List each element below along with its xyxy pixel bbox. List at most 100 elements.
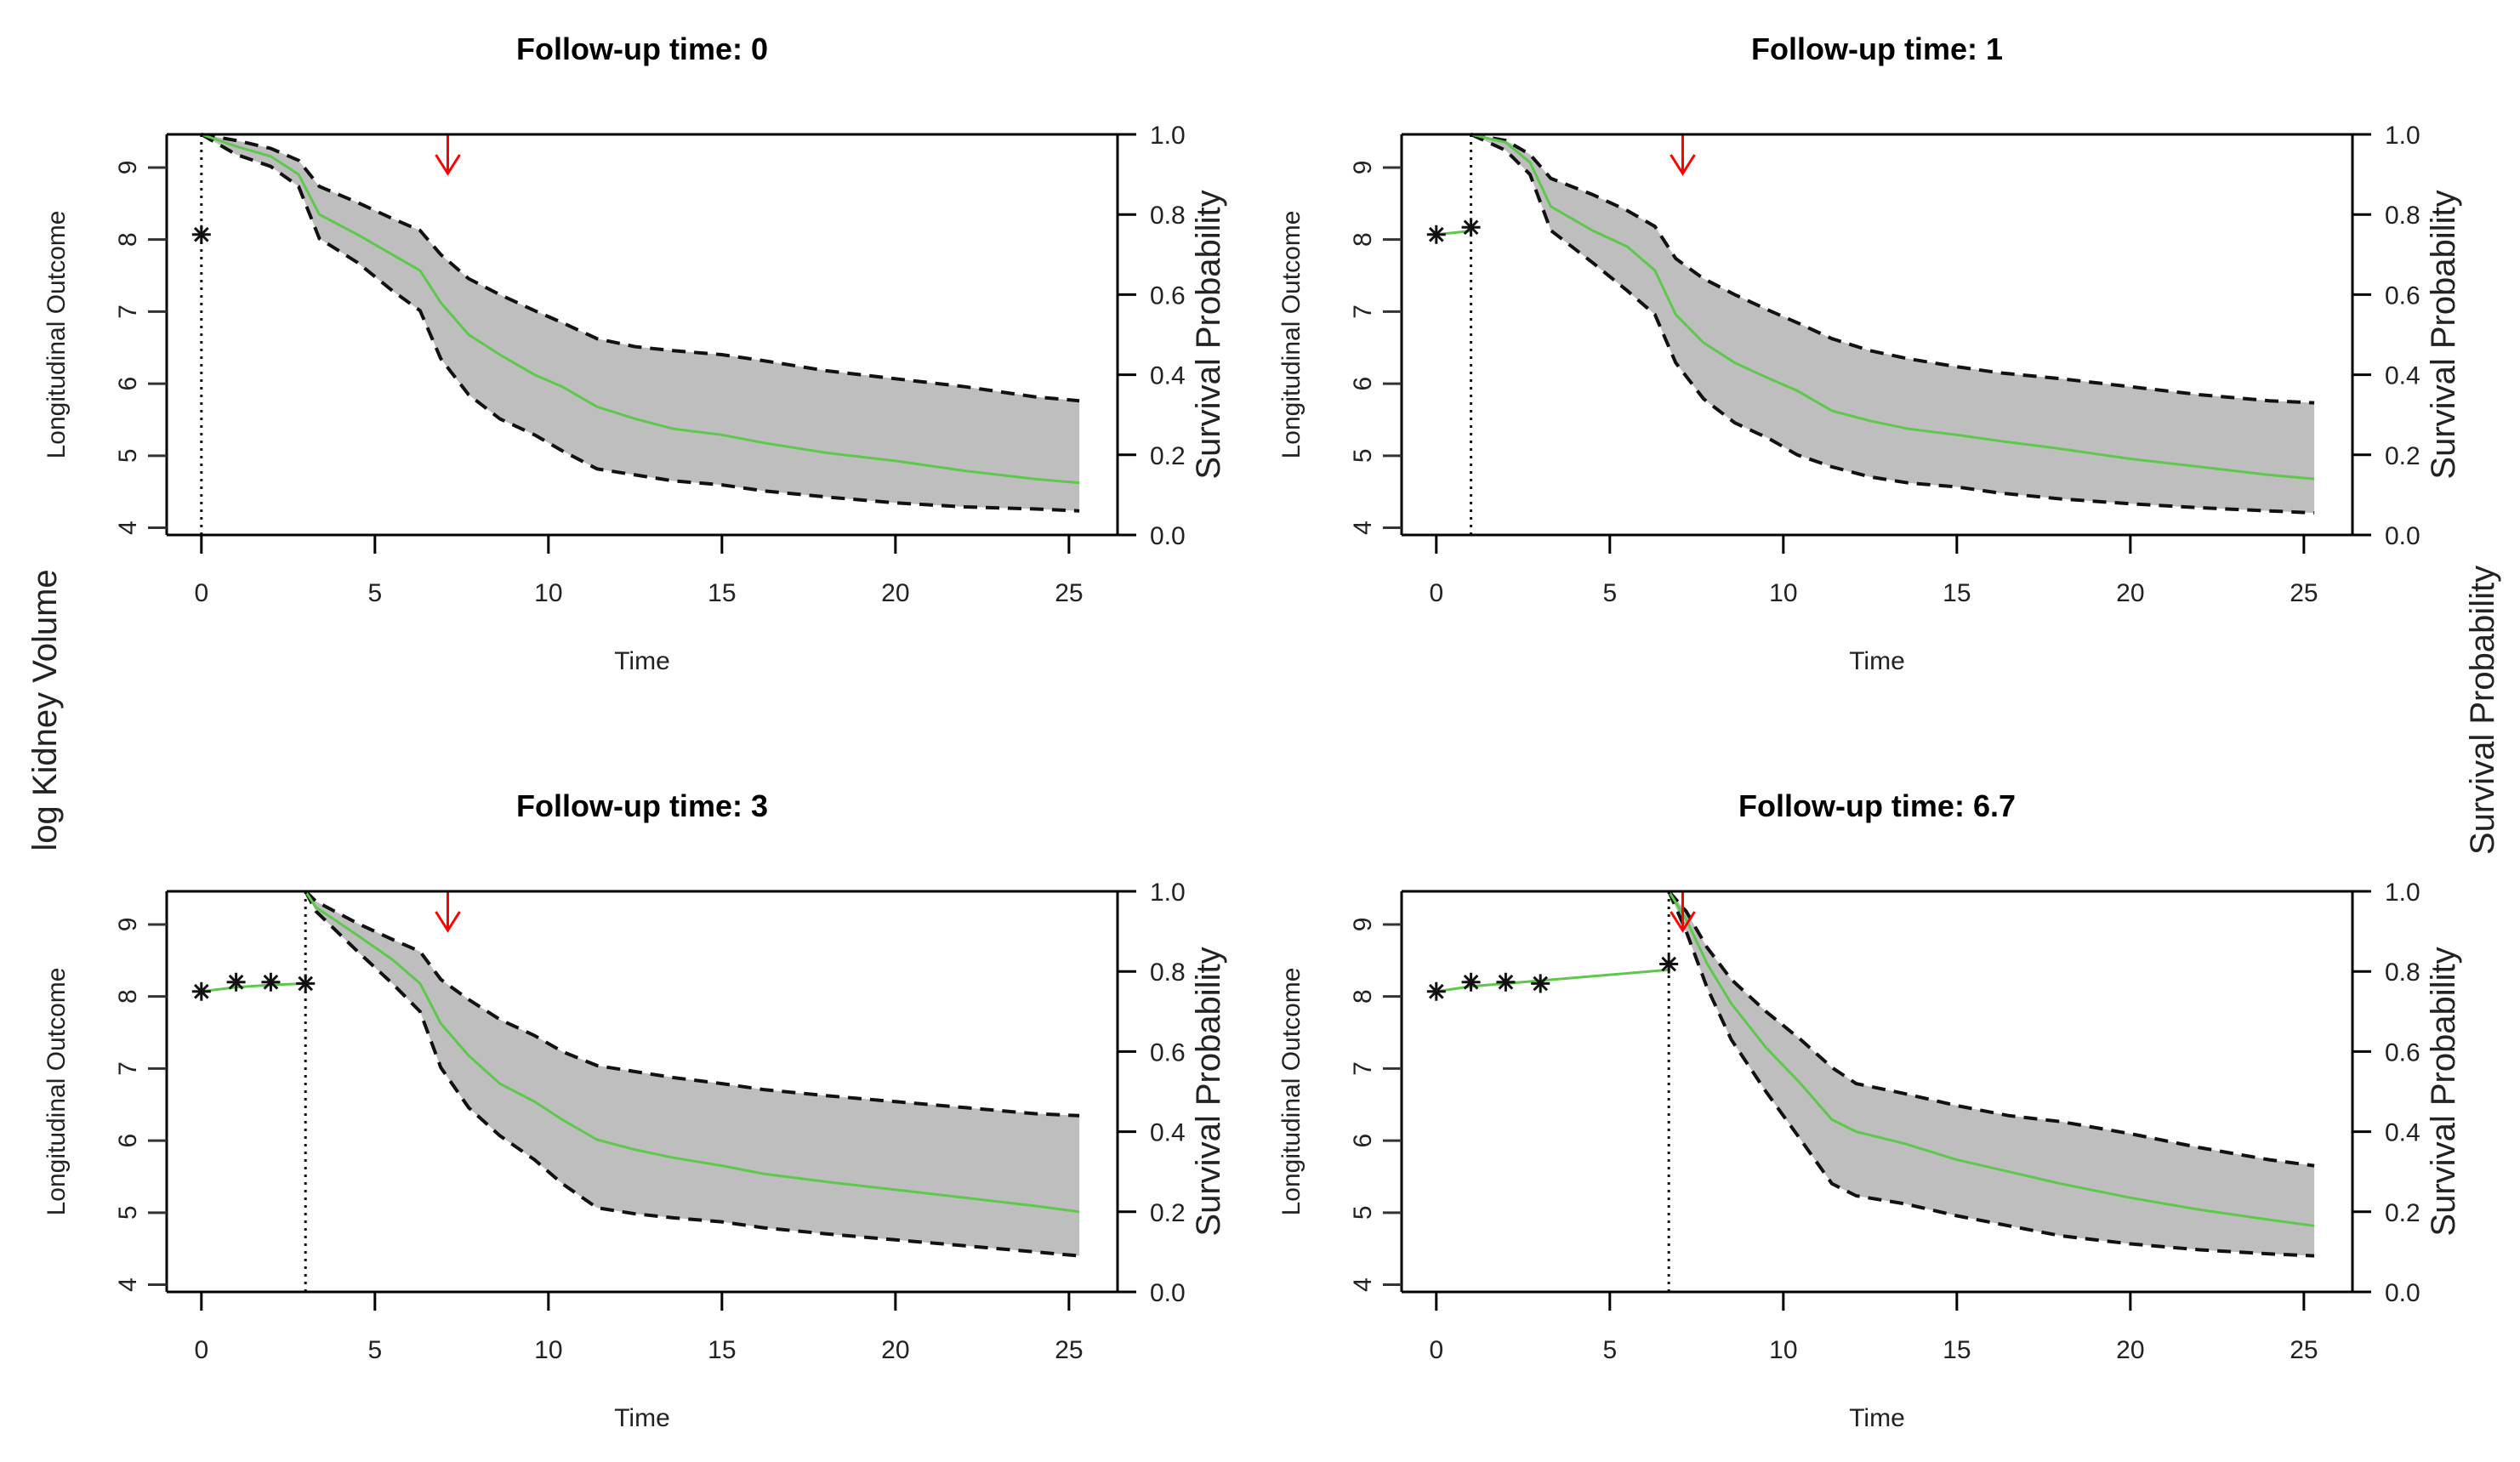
outer-left-label: log Kidney Volume bbox=[26, 569, 64, 850]
y-left-tick-label: 6 bbox=[1349, 377, 1377, 391]
lower-ci-line bbox=[200, 133, 1080, 513]
x-tick-label: 0 bbox=[1429, 579, 1443, 607]
x-axis-title: Time bbox=[1849, 1404, 1905, 1432]
x-axis-title: Time bbox=[614, 1404, 670, 1432]
y-right-tick-label: 0.2 bbox=[2385, 1199, 2420, 1227]
x-tick-label: 10 bbox=[534, 1336, 562, 1364]
y-right-tick-label: 1.0 bbox=[1150, 879, 1186, 907]
x-tick-label: 25 bbox=[1055, 579, 1083, 607]
observed-point bbox=[1461, 218, 1481, 237]
x-tick-label: 20 bbox=[2116, 579, 2144, 607]
y-right-tick-label: 0.2 bbox=[2385, 442, 2420, 470]
y-right-tick-label: 0.4 bbox=[2385, 1119, 2420, 1147]
y-left-tick-label: 5 bbox=[1349, 1205, 1377, 1220]
observed-point bbox=[1461, 972, 1481, 992]
y-left-tick-label: 7 bbox=[1349, 1061, 1377, 1076]
y-right-tick-label: 1.0 bbox=[1150, 122, 1186, 150]
y-right-tick-label: 0.4 bbox=[2385, 362, 2420, 390]
y-right-tick-label: 0.6 bbox=[2385, 1038, 2420, 1067]
x-tick-label: 0 bbox=[194, 579, 208, 607]
outer-right-label: Survival Probability bbox=[2464, 566, 2501, 855]
y-right-tick-label: 1.0 bbox=[2385, 122, 2420, 150]
panel-4: 0 5 10 15 20 25 4 5 6 7 8 9 0.0 0.2 0.4 0.6 0.8 1.0 Follow… bbox=[1277, 788, 2462, 1432]
x-tick-label: 5 bbox=[367, 1336, 382, 1364]
y-right-tick-label: 0.6 bbox=[1150, 282, 1186, 310]
x-tick-label: 25 bbox=[2290, 1336, 2318, 1364]
asterisk-stroke bbox=[298, 976, 314, 992]
confidence-band bbox=[201, 134, 1080, 511]
y-right-tick-label: 0.8 bbox=[1150, 959, 1186, 987]
y-left-axis-title: Longitudinal Outcome bbox=[1277, 968, 1306, 1216]
x-axis-title: Time bbox=[1849, 647, 1905, 675]
y-right-tick-label: 0.6 bbox=[2385, 282, 2420, 310]
y-left-axis-title: Longitudinal Outcome bbox=[43, 211, 71, 459]
y-right-tick-label: 0.0 bbox=[1150, 522, 1186, 550]
y-left-tick-label: 4 bbox=[114, 521, 142, 535]
asterisk-stroke bbox=[1428, 983, 1444, 999]
asterisk-stroke bbox=[193, 983, 209, 999]
survival-mean-line bbox=[1470, 133, 2315, 481]
y-right-tick-label: 0.6 bbox=[1150, 1038, 1186, 1067]
observed-point bbox=[226, 972, 246, 992]
asterisk-stroke bbox=[1533, 976, 1549, 992]
y-right-tick-label: 0.8 bbox=[2385, 959, 2420, 987]
confidence-band bbox=[1669, 891, 2315, 1256]
x-axis-title: Time bbox=[614, 647, 670, 675]
arrow-head bbox=[1670, 154, 1696, 176]
event-arrow-icon bbox=[435, 891, 461, 933]
observed-point bbox=[1496, 972, 1516, 992]
x-tick-label: 15 bbox=[708, 579, 736, 607]
panel-1: 0 5 10 15 20 25 4 5 6 7 8 9 0.0 0.2 0.4 0.6 0.8 1.0 Follow… bbox=[43, 31, 1227, 675]
y-right-tick-label: 0.8 bbox=[1150, 202, 1186, 230]
event-arrow-icon bbox=[1670, 134, 1696, 176]
observed-point bbox=[1531, 974, 1550, 993]
x-tick-label: 10 bbox=[1769, 579, 1797, 607]
y-left-axis-title: Longitudinal Outcome bbox=[1277, 211, 1306, 459]
upper-ci-line bbox=[1667, 890, 2315, 1168]
y-right-axis-title: Survival Probability bbox=[1190, 190, 1227, 479]
y-right-tick-label: 0.0 bbox=[2385, 522, 2420, 550]
y-right-tick-label: 0.2 bbox=[1150, 442, 1186, 470]
y-left-tick-label: 6 bbox=[114, 1134, 142, 1148]
observed-point bbox=[191, 981, 211, 1001]
y-left-axis-title: Longitudinal Outcome bbox=[43, 968, 71, 1216]
observed-point bbox=[296, 974, 316, 993]
panel-title: Follow-up time: 6.7 bbox=[1738, 788, 2016, 823]
panel-title: Follow-up time: 1 bbox=[1751, 31, 2003, 66]
y-left-tick-label: 9 bbox=[114, 161, 142, 175]
y-right-tick-label: 0.4 bbox=[1150, 362, 1186, 390]
y-left-tick-label: 8 bbox=[1349, 989, 1377, 1004]
x-tick-label: 15 bbox=[708, 1336, 736, 1364]
asterisk-stroke bbox=[1428, 226, 1444, 242]
asterisk-stroke bbox=[228, 974, 244, 990]
y-left-tick-label: 4 bbox=[1349, 521, 1377, 535]
y-left-tick-label: 4 bbox=[1349, 1277, 1377, 1292]
lower-ci-line bbox=[304, 890, 1080, 1258]
panel-2: 0 5 10 15 20 25 4 5 6 7 8 9 0.0 0.2 0.4 0.6 0.8 1.0 Follow… bbox=[1277, 31, 2462, 675]
arrow-head bbox=[1670, 911, 1696, 933]
asterisk-stroke bbox=[1661, 956, 1677, 972]
confidence-band bbox=[1470, 134, 2315, 514]
x-tick-label: 20 bbox=[2116, 1336, 2144, 1364]
y-left-tick-label: 7 bbox=[114, 1061, 142, 1076]
asterisk-stroke bbox=[1463, 974, 1479, 990]
x-tick-label: 10 bbox=[534, 579, 562, 607]
x-tick-label: 5 bbox=[367, 579, 382, 607]
survival-mean-line bbox=[201, 133, 1080, 485]
x-tick-label: 5 bbox=[1602, 579, 1617, 607]
x-tick-label: 15 bbox=[1943, 579, 1971, 607]
observed-point bbox=[1426, 981, 1446, 1001]
x-tick-label: 25 bbox=[1055, 1336, 1083, 1364]
y-left-tick-label: 6 bbox=[1349, 1134, 1377, 1148]
y-left-tick-label: 7 bbox=[114, 304, 142, 319]
y-right-axis-title: Survival Probability bbox=[2425, 190, 2462, 479]
y-left-tick-label: 8 bbox=[114, 989, 142, 1004]
y-left-tick-label: 8 bbox=[1349, 232, 1377, 247]
survival-mean-line bbox=[304, 890, 1080, 1214]
y-right-axis-title: Survival Probability bbox=[2425, 947, 2462, 1236]
asterisk-stroke bbox=[1498, 974, 1514, 990]
asterisk-stroke bbox=[193, 226, 209, 242]
y-right-tick-label: 0.4 bbox=[1150, 1119, 1186, 1147]
panel-3: 0 5 10 15 20 25 4 5 6 7 8 9 0.0 0.2 0.4 0.6 0.8 1.0 Follow… bbox=[43, 788, 1227, 1432]
